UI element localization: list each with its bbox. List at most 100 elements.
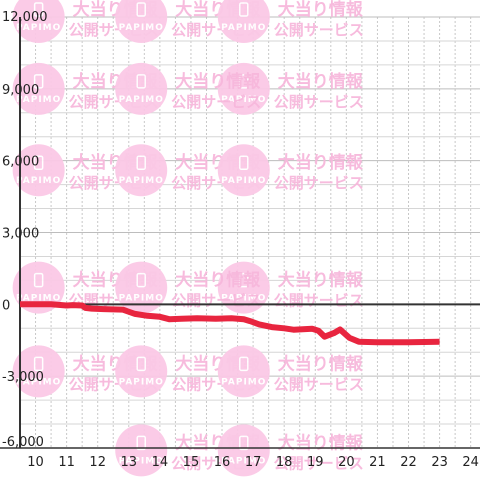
watermark-brand: PAPIMO xyxy=(221,95,266,105)
watermark-phone-icon xyxy=(136,2,146,17)
watermark-phone-icon xyxy=(33,272,44,288)
watermark-brand: PAPIMO xyxy=(16,377,61,387)
watermark-brand: PAPIMO xyxy=(119,377,164,387)
watermark-line1: 大当り情報 xyxy=(278,270,364,291)
watermark-phone-icon xyxy=(239,356,249,372)
watermark-logo-icon xyxy=(115,261,168,314)
watermark-line1: 大当り情報 xyxy=(278,152,364,173)
watermark-line2: 公開サービス xyxy=(274,454,364,472)
watermark-logo-icon xyxy=(217,261,270,314)
watermark-logo-icon xyxy=(217,144,270,197)
x-tick-label: 19 xyxy=(307,455,324,470)
watermark-phone-icon xyxy=(33,2,44,17)
watermark-logo-icon xyxy=(12,261,65,314)
watermark-brand: PAPIMO xyxy=(16,294,61,304)
watermark-phone-icon xyxy=(239,272,249,288)
watermark: PAPIMO大当り情報公開サービスPAPIMO大当り情報公開サービスPAPIMO… xyxy=(12,0,364,477)
y-tick-label: 12,000 xyxy=(2,10,48,25)
watermark-logo-icon xyxy=(12,62,65,115)
x-tick-label: 13 xyxy=(121,455,138,470)
x-tick-label: 11 xyxy=(58,455,75,470)
watermark-brand: PAPIMO xyxy=(119,294,164,304)
x-tick-label: 12 xyxy=(89,455,106,470)
watermark-brand: PAPIMO xyxy=(119,176,164,186)
watermark-brand: PAPIMO xyxy=(221,176,266,186)
watermark-line1: 大当り情報 xyxy=(175,270,261,291)
watermark-phone-icon xyxy=(136,356,146,372)
watermark-brand: PAPIMO xyxy=(221,294,266,304)
y-tick-label: -6,000 xyxy=(2,435,44,450)
watermark-brand: PAPIMO xyxy=(119,23,164,33)
y-tick-label: 6,000 xyxy=(2,155,39,170)
x-tick-label: 20 xyxy=(338,455,355,470)
watermark-logo-icon xyxy=(217,62,270,115)
watermark-line1: 大当り情報 xyxy=(278,353,364,374)
x-tick-label: 22 xyxy=(400,455,417,470)
watermark-line2: 公開サービス xyxy=(171,292,261,310)
watermark-phone-icon xyxy=(136,74,146,89)
watermark-logo-icon xyxy=(217,345,270,398)
watermark-brand: PAPIMO xyxy=(119,95,164,105)
watermark-phone-icon xyxy=(239,155,249,170)
watermark-logo-icon xyxy=(115,345,168,398)
watermark-line1: 大当り情報 xyxy=(278,432,364,453)
y-tick-label: -3,000 xyxy=(2,370,44,385)
axes xyxy=(0,17,480,449)
watermark-phone-icon xyxy=(33,74,44,89)
watermark-phone-icon xyxy=(136,155,146,170)
watermark-brand: PAPIMO xyxy=(16,176,61,186)
watermark-brand: PAPIMO xyxy=(16,95,61,105)
watermark-logo-icon xyxy=(115,144,168,197)
watermark-brand: PAPIMO xyxy=(221,23,266,33)
x-tick-label: 18 xyxy=(276,455,293,470)
x-tick-label: 17 xyxy=(245,455,262,470)
watermark-logo-icon xyxy=(115,62,168,115)
y-tick-label: 3,000 xyxy=(2,227,39,242)
series-line xyxy=(20,301,440,346)
watermark-brand: PAPIMO xyxy=(16,23,61,33)
watermark-logo-icon xyxy=(12,0,65,43)
watermark-line2: 公開サービス xyxy=(171,93,261,111)
watermark-line2: 公開サービス xyxy=(274,93,364,111)
y-tick-label: 0 xyxy=(2,298,10,313)
watermark-phone-icon xyxy=(136,435,146,451)
watermark-line1: 大当り情報 xyxy=(278,0,364,20)
watermark-logo-icon xyxy=(217,0,270,43)
watermark-logo-icon xyxy=(12,144,65,197)
x-tick-label: 15 xyxy=(183,455,200,470)
watermark-logo-icon xyxy=(217,424,270,477)
watermark-logo-icon xyxy=(115,424,168,477)
watermark-line1: 大当り情報 xyxy=(175,71,261,92)
x-tick-label: 23 xyxy=(431,455,448,470)
watermark-brand: PAPIMO xyxy=(119,456,164,466)
watermark-phone-icon xyxy=(33,155,44,170)
x-tick-label: 16 xyxy=(214,455,231,470)
watermark-line2: 公開サービス xyxy=(274,21,364,39)
watermark-line2: 公開サービス xyxy=(274,375,364,393)
y-tick-label: 9,000 xyxy=(2,83,39,98)
watermark-phone-icon xyxy=(239,435,249,451)
x-tick-label: 24 xyxy=(462,455,479,470)
watermark-phone-icon xyxy=(239,74,249,89)
watermark-line2: 公開サービス xyxy=(274,292,364,310)
watermark-brand: PAPIMO xyxy=(221,377,266,387)
watermark-phone-icon xyxy=(239,2,249,17)
watermark-phone-icon xyxy=(136,272,146,288)
watermark-brand: PAPIMO xyxy=(221,456,266,466)
x-tick-label: 14 xyxy=(152,455,169,470)
series xyxy=(20,301,440,346)
tick-labels: -6,000 -3,000 0 3,000 6,000 9,000 12,000 10 11 12… xyxy=(2,10,479,470)
watermark-line1: 大当り情報 xyxy=(278,71,364,92)
watermark-line2: 公開サービス xyxy=(274,174,364,192)
